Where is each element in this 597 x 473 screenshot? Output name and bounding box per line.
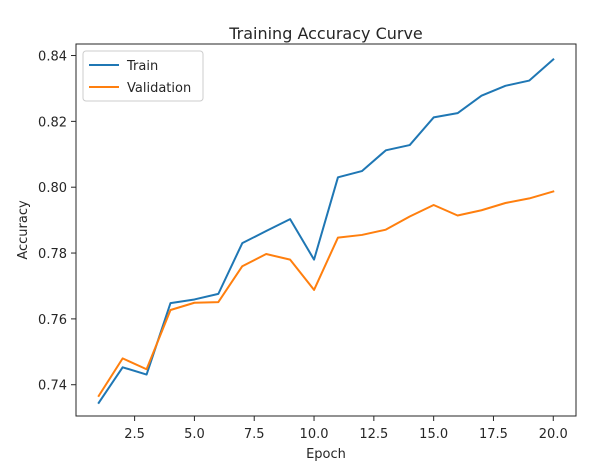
series-layer xyxy=(97,58,555,405)
x-tick-label: 5.0 xyxy=(184,427,205,442)
chart-title: Training Accuracy Curve xyxy=(228,24,423,43)
y-tick-label: 0.74 xyxy=(38,379,67,394)
series-line-validation xyxy=(97,190,555,398)
legend-label-train: Train xyxy=(126,59,158,74)
y-tick-label: 0.78 xyxy=(38,247,67,262)
x-tick-label: 20.0 xyxy=(539,427,568,442)
y-tick-label: 0.76 xyxy=(38,313,67,328)
x-tick-label: 17.5 xyxy=(479,427,508,442)
legend: Train Validation xyxy=(82,50,204,102)
x-tick-label: 15.0 xyxy=(419,427,448,442)
y-axis: 0.74 0.76 0.78 0.80 0.82 0.84 xyxy=(38,50,76,394)
legend-label-validation: Validation xyxy=(127,81,191,96)
x-tick-label: 2.5 xyxy=(124,427,145,442)
x-tick-label: 12.5 xyxy=(359,427,388,442)
y-tick-label: 0.80 xyxy=(38,181,67,196)
x-axis: 2.5 5.0 7.5 10.0 12.5 15.0 17.5 20.0 xyxy=(124,416,568,442)
plot-frame xyxy=(75,43,577,417)
legend-box xyxy=(82,50,204,102)
series-line-train xyxy=(97,58,555,405)
y-tick-label: 0.84 xyxy=(38,50,67,65)
x-tick-label: 7.5 xyxy=(244,427,265,442)
x-tick-label: 10.0 xyxy=(300,427,329,442)
x-axis-label: Epoch xyxy=(306,447,346,462)
y-tick-label: 0.82 xyxy=(38,115,67,130)
y-axis-label: Accuracy xyxy=(16,200,31,260)
